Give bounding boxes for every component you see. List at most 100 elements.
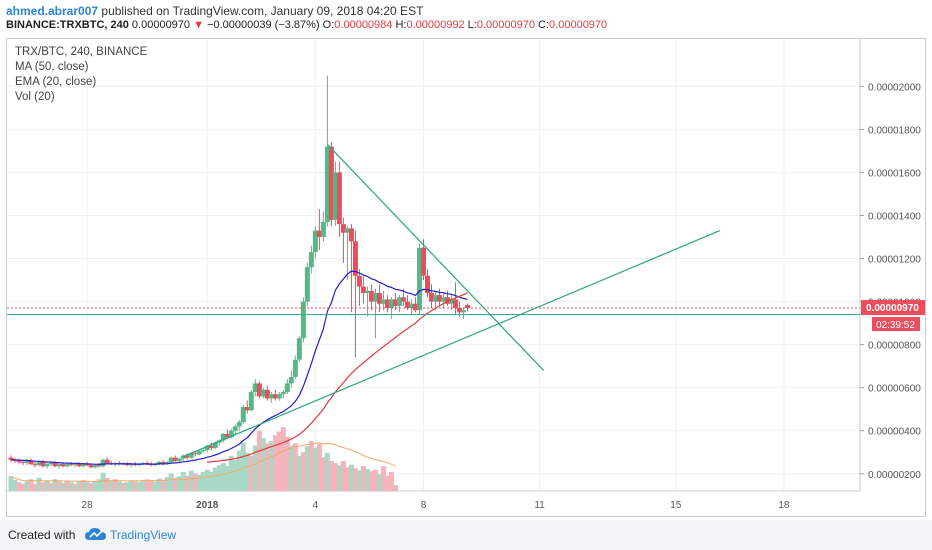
price-tick-label: 0.00000200 xyxy=(868,470,921,481)
candle-body xyxy=(441,297,447,302)
candle-body xyxy=(368,290,374,302)
volume-bar xyxy=(356,470,362,491)
author-link[interactable]: ahmed.abrar007 xyxy=(6,4,99,18)
candle-body xyxy=(96,465,102,467)
volume-bar xyxy=(68,482,74,491)
last-price: 0.00000970 xyxy=(131,19,191,31)
candle-body xyxy=(92,465,98,468)
candle-body xyxy=(64,464,70,467)
price-tick-label: 0.00001800 xyxy=(868,125,921,136)
candle-body xyxy=(20,461,26,464)
volume-bar xyxy=(180,471,186,491)
legend-vol: Vol (20) xyxy=(15,91,55,103)
volume-bar xyxy=(160,480,166,491)
header: ahmed.abrar007 published on TradingView.… xyxy=(0,0,932,36)
price-tick-label: 0.00000400 xyxy=(868,427,921,438)
volume-bar xyxy=(324,452,330,491)
candle-body xyxy=(76,464,82,467)
high-value: 0.00000992 xyxy=(406,19,465,31)
candle-body xyxy=(168,457,174,462)
volume-bar xyxy=(72,483,78,491)
candle-body xyxy=(220,433,226,441)
volume-bar xyxy=(328,460,334,491)
volume-bar xyxy=(224,466,230,491)
candle-body xyxy=(292,359,298,377)
candle-body xyxy=(400,297,406,302)
candle-body xyxy=(88,465,94,468)
candle-body xyxy=(416,247,422,311)
candle-body xyxy=(316,230,322,238)
price-chart[interactable]: 0.00002000 0.00001800 0.00001600 0.00001400… xyxy=(7,39,925,516)
chart-legend: TRX/BTC, 240, BINANCE MA (50, close) EMA… xyxy=(15,45,147,105)
volume-bar xyxy=(300,452,306,491)
candle-body xyxy=(388,299,394,309)
candle-body xyxy=(372,292,378,302)
volume-bar xyxy=(376,474,382,491)
tradingview-brand[interactable]: TradingView xyxy=(110,528,177,542)
candle-body xyxy=(360,286,366,293)
price-tick-label: 0.00002000 xyxy=(868,82,921,93)
legend-ema: EMA (20, close) xyxy=(15,76,97,88)
volume-bar xyxy=(64,480,70,491)
volume-bar xyxy=(304,446,310,491)
chart-area[interactable]: 0.00002000 0.00001800 0.00001600 0.00001400… xyxy=(6,38,926,517)
candle-body xyxy=(324,146,330,222)
volume-bar xyxy=(344,467,350,491)
volume-bar xyxy=(380,466,386,491)
candle-body xyxy=(260,389,266,397)
candle-body xyxy=(300,301,306,339)
candle-body xyxy=(376,292,382,304)
candle-body xyxy=(200,450,206,452)
candle-body xyxy=(457,308,463,313)
candle-body xyxy=(28,460,34,465)
candle-body xyxy=(428,292,434,302)
volume-bar xyxy=(272,435,278,491)
candle-body xyxy=(184,455,190,458)
candle-body xyxy=(437,295,443,302)
candle-body xyxy=(128,464,134,466)
candle-body xyxy=(72,464,78,466)
volume-bar xyxy=(284,436,290,491)
volume-bar xyxy=(136,482,142,491)
volume-bar xyxy=(24,481,30,491)
candle-body xyxy=(84,464,90,466)
volume-bar xyxy=(8,476,14,491)
candle-body xyxy=(16,460,22,462)
volume-bar xyxy=(332,463,338,491)
open-label: O: xyxy=(322,19,335,31)
volume-bar xyxy=(12,480,18,491)
volume-bar xyxy=(244,452,250,491)
candle-body xyxy=(80,464,86,467)
candle-body xyxy=(264,389,270,399)
down-arrow-icon: ▼ xyxy=(193,19,204,31)
candle-body xyxy=(224,433,230,438)
countdown-badge xyxy=(872,317,920,332)
volume-bar xyxy=(172,477,178,491)
candle-body xyxy=(100,459,106,467)
candle-body xyxy=(396,297,402,306)
volume-bar xyxy=(116,481,122,491)
volume-bar xyxy=(112,479,118,491)
volume-bar xyxy=(296,455,302,491)
candle-body xyxy=(212,442,218,448)
candle-body xyxy=(160,461,166,465)
candle-body xyxy=(156,461,162,465)
countdown-label: 02:39:52 xyxy=(876,320,915,331)
candle-body xyxy=(252,383,258,392)
candle-body xyxy=(204,445,210,451)
candle-body xyxy=(268,394,274,399)
volume-bar xyxy=(384,475,390,491)
low-label: L: xyxy=(467,19,477,31)
volume-bar xyxy=(280,427,286,491)
candle-body xyxy=(449,299,455,304)
volume-bar xyxy=(232,460,238,491)
tradingview-cloud-icon xyxy=(85,528,106,540)
candle-body xyxy=(32,464,38,466)
candle-body xyxy=(340,224,346,233)
volume-bar xyxy=(108,480,114,491)
volume-bar xyxy=(188,470,194,491)
footer: Created with TradingView xyxy=(0,520,932,550)
candle-body xyxy=(328,146,334,220)
volume-bar xyxy=(392,485,398,491)
candle-body xyxy=(48,463,54,465)
